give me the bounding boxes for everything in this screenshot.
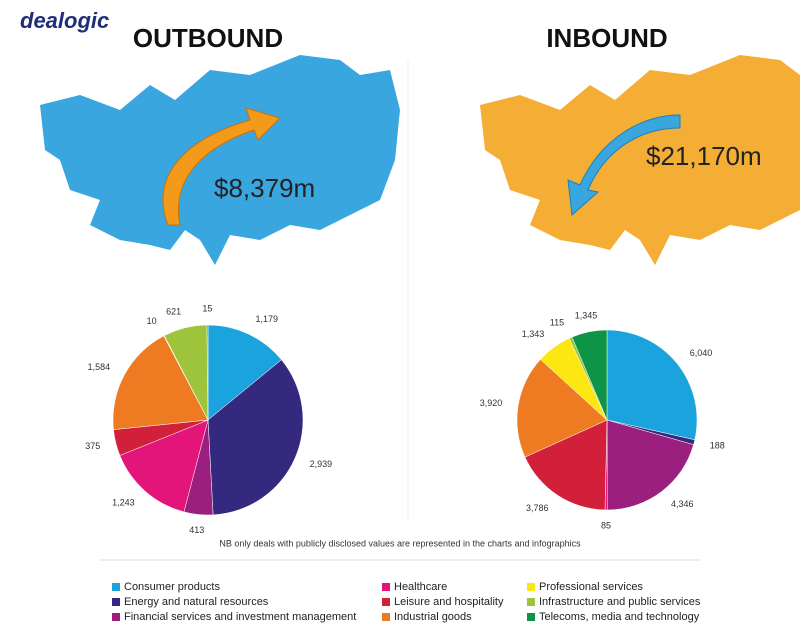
legend-label: Telecoms, media and technology	[539, 611, 700, 623]
outbound-amount: $8,379m	[214, 173, 315, 203]
note: NB only deals with publicly disclosed va…	[219, 538, 581, 548]
map-shape	[480, 55, 800, 265]
inbound-title: INBOUND	[546, 23, 667, 53]
legend-label: Energy and natural resources	[124, 596, 269, 608]
legend-label: Healthcare	[394, 581, 447, 593]
pie-slice	[206, 324, 209, 421]
value-label: 15	[202, 303, 212, 313]
value-label: 2,939	[310, 459, 333, 469]
value-label: 188	[710, 441, 725, 451]
legend-swatch	[382, 583, 390, 591]
value-label: 375	[85, 441, 100, 451]
logo: dealogic	[20, 8, 109, 33]
value-label: 85	[601, 520, 611, 530]
value-label: 10	[147, 316, 157, 326]
value-label: 1,179	[255, 314, 278, 324]
value-label: 413	[189, 525, 204, 535]
value-label: 3,786	[526, 503, 549, 513]
pie-slice	[606, 419, 694, 511]
legend-label: Financial services and investment manage…	[124, 611, 356, 623]
legend-swatch	[382, 613, 390, 621]
value-label: 3,920	[480, 398, 503, 408]
inbound-map	[480, 55, 800, 265]
value-label: 6,040	[690, 348, 713, 358]
value-label: 621	[166, 307, 181, 317]
value-label: 4,346	[671, 499, 694, 509]
value-label: 115	[550, 317, 564, 327]
outbound-arrow	[162, 107, 281, 226]
legend-label: Industrial goods	[394, 611, 472, 623]
legend-label: Professional services	[539, 581, 643, 593]
legend-swatch	[112, 598, 120, 606]
outbound-title: OUTBOUND	[133, 23, 283, 53]
pie-slice	[119, 419, 209, 513]
value-label: 1,243	[112, 498, 135, 508]
pie-slice	[112, 335, 209, 430]
legend-label: Infrastructure and public services	[539, 596, 701, 608]
legend-swatch	[382, 598, 390, 606]
legend-swatch	[112, 583, 120, 591]
value-label: 1,584	[88, 362, 111, 372]
legend-swatch	[527, 583, 535, 591]
legend-label: Consumer products	[124, 581, 220, 593]
outbound-map	[40, 55, 400, 265]
value-label: 1,345	[575, 310, 598, 320]
pie-slice	[516, 359, 608, 458]
value-label: 1,343	[522, 329, 545, 339]
pie-slice	[524, 419, 608, 511]
pie-slice	[606, 329, 698, 441]
legend-swatch	[527, 598, 535, 606]
pie-slice	[207, 359, 304, 516]
pie-slice	[571, 329, 608, 421]
legend-label: Leisure and hospitality	[394, 596, 504, 608]
map-shape	[40, 55, 400, 265]
inbound-arrow	[567, 114, 681, 217]
legend-swatch	[112, 613, 120, 621]
legend-swatch	[527, 613, 535, 621]
inbound-amount: $21,170m	[646, 141, 762, 171]
pie-slice	[207, 324, 282, 421]
